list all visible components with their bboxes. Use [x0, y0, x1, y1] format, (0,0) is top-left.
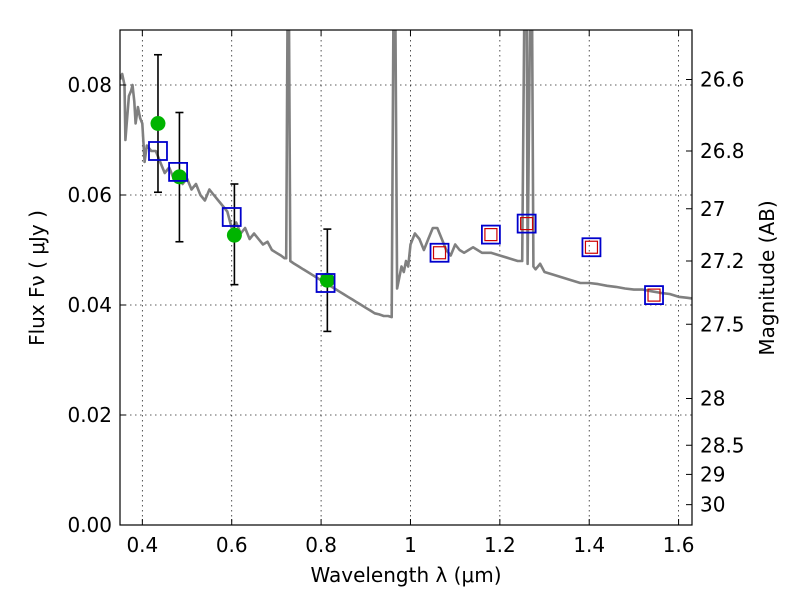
model-band-square: [148, 141, 168, 161]
x-tick-label: 1: [404, 533, 417, 557]
observed-point: [319, 272, 335, 288]
x-tick-label: 1.6: [663, 533, 695, 557]
inner-band-square: [584, 240, 599, 254]
inner-band-square: [432, 246, 447, 260]
model-band-square: [644, 285, 664, 306]
right-tick-label: 27: [700, 197, 725, 221]
inner-band-square: [484, 228, 498, 242]
observed-point: [226, 227, 242, 243]
y-axis-label-right: Magnitude (AB): [755, 200, 779, 355]
axis-ticks: 0.4 0.6 0.8 1 1.2 1.4 1.6 0.00 0.02 0.04 0.06 0.08 2…: [67, 30, 745, 557]
inner-band-square: [647, 288, 661, 302]
right-tick-label: 27.2: [700, 249, 745, 273]
model-band-square: [481, 224, 501, 245]
model-band-square: [168, 161, 188, 182]
right-tick-label: 26.6: [700, 68, 745, 92]
x-tick-label: 0.6: [216, 533, 248, 557]
y-tick-label: 0.02: [67, 403, 112, 427]
model-band-square: [581, 237, 602, 258]
y-tick-label: 0.04: [67, 293, 112, 317]
inner-band-square: [520, 217, 534, 231]
plot-area: [120, 30, 692, 333]
right-tick-label: 27.5: [700, 312, 745, 336]
model-band-square: [221, 207, 242, 227]
model-band-square: [516, 213, 537, 234]
x-tick-label: 0.4: [126, 533, 158, 557]
right-tick-label: 28: [700, 387, 725, 411]
observed-point: [171, 169, 187, 185]
x-tick-label: 1.4: [573, 533, 605, 557]
x-axis-label: Wavelength λ (μm): [310, 563, 501, 587]
x-tick-label: 1.2: [484, 533, 516, 557]
model-band-square: [429, 242, 450, 263]
plot-frame: [119, 29, 693, 526]
y-axis-label-left: Flux Fν ( μJy ): [25, 210, 49, 346]
y-tick-label: 0.08: [67, 73, 112, 97]
right-tick-label: 26.8: [700, 139, 745, 163]
observed-point: [150, 116, 166, 131]
x-tick-label: 0.8: [305, 533, 337, 557]
y-tick-label: 0.00: [67, 513, 112, 537]
right-tick-label: 30: [700, 493, 725, 517]
model-band-square: [315, 273, 336, 293]
y-tick-label: 0.06: [67, 183, 112, 207]
right-tick-label: 28.5: [700, 433, 745, 457]
right-tick-label: 29: [700, 462, 725, 486]
